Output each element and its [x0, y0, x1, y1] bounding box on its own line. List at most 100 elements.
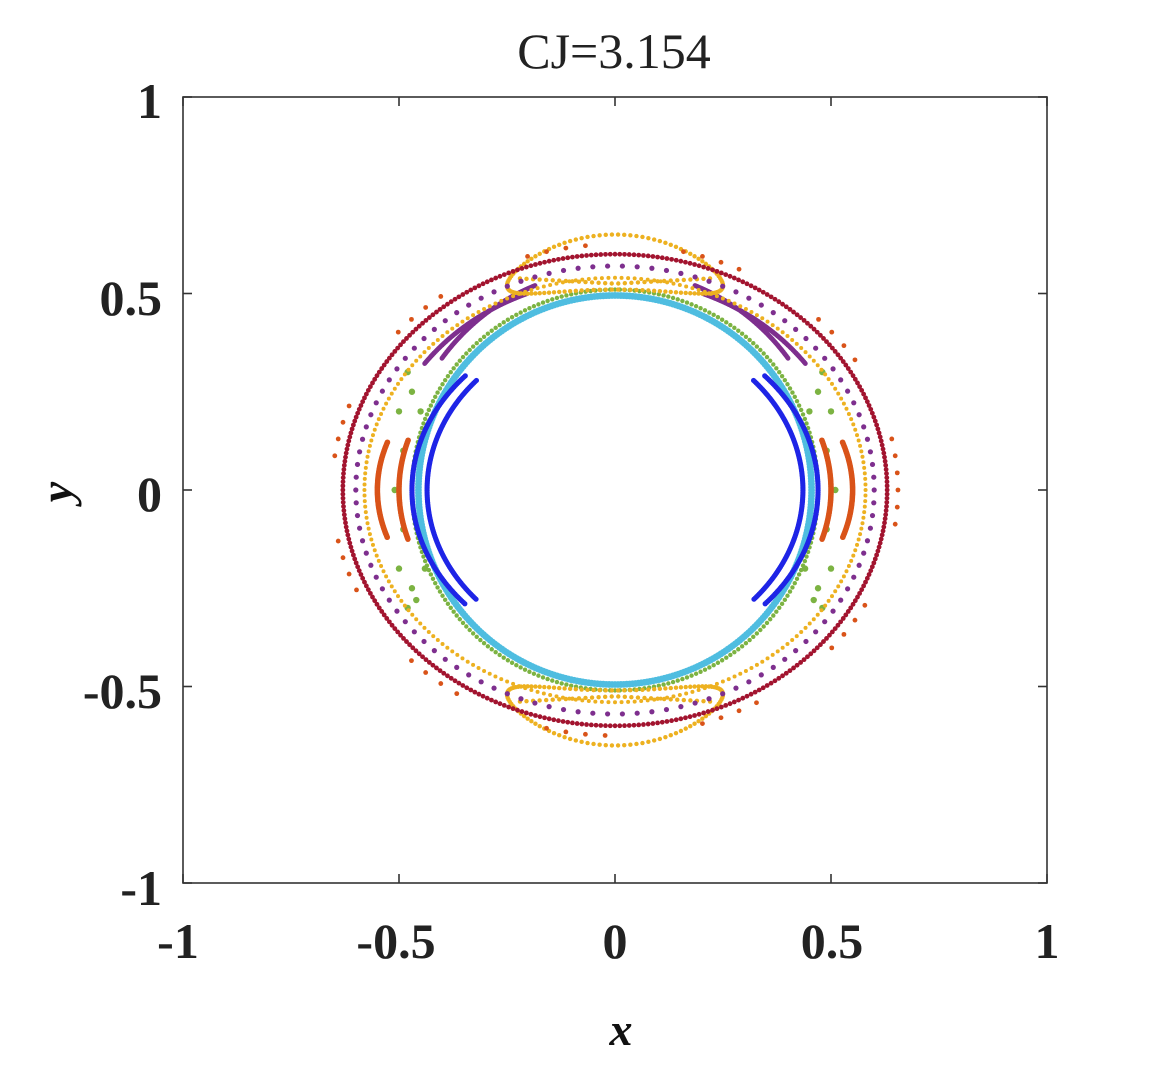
- orbit-point-series-6: [597, 287, 602, 292]
- orbit-point-series-8: [454, 310, 460, 316]
- orbit-point-series-1: [796, 403, 802, 408]
- orbit-point-series-9: [353, 560, 359, 566]
- orbit-point-series-6: [634, 687, 639, 693]
- orbit-point-series-6: [663, 734, 668, 740]
- orbit-point-series-7: [639, 699, 644, 704]
- orbit-point-series-9: [372, 598, 378, 604]
- orbit-point-series-8: [851, 400, 857, 406]
- orbit-point-series-7: [639, 276, 644, 281]
- orbit-point-series-1: [440, 382, 445, 387]
- orbit-point-series-7: [548, 692, 553, 697]
- orbit-point-series-8: [518, 278, 524, 284]
- orbit-point-series-1: [777, 369, 782, 375]
- orbit-point-series-9: [398, 342, 403, 348]
- orbit-point-series-6: [692, 721, 697, 726]
- orbit-point-series-8: [770, 664, 776, 670]
- orbit-point-series-7: [505, 296, 510, 301]
- orbit-point-series-8: [386, 597, 392, 603]
- orbit-point-series-1: [798, 407, 804, 413]
- orbit-point-series-1: [451, 366, 456, 371]
- orbit-point-series-9: [845, 609, 851, 614]
- orbit-point-series-2: [801, 565, 809, 572]
- orbit-point-series-1: [536, 302, 541, 307]
- orbit-point-series-7: [859, 526, 864, 531]
- orbit-point-series-7: [844, 406, 849, 411]
- orbit-point-series-9: [669, 718, 674, 724]
- orbit-point-series-7: [665, 695, 670, 700]
- orbit-point-series-9: [560, 719, 566, 724]
- orbit-point-series-6: [585, 234, 590, 240]
- orbit-point-series-4: [405, 536, 411, 542]
- orbit-point-series-9: [401, 339, 406, 345]
- orbit-point-series-1: [485, 644, 491, 649]
- orbit-point-series-9: [827, 342, 832, 348]
- orbit-point-series-1: [754, 631, 760, 636]
- orbit-point-series-10: [340, 419, 346, 425]
- orbit-point-series-7: [402, 372, 407, 377]
- orbit-point-series-1: [422, 416, 428, 422]
- orbit-point-series-8: [518, 696, 524, 702]
- orbit-point-series-8: [491, 289, 497, 295]
- orbit-point-series-7: [841, 401, 846, 406]
- orbit-point-series-9: [489, 697, 494, 703]
- orbit-point-series-1: [518, 310, 523, 315]
- orbit-point-series-9: [821, 336, 826, 341]
- orbit-point-series-6: [688, 684, 693, 689]
- orbit-point-series-9: [869, 410, 875, 416]
- orbit-point-series-9: [347, 540, 353, 546]
- orbit-point-series-4: [384, 534, 391, 541]
- orbit-point-series-9: [683, 259, 688, 265]
- orbit-point-series-6: [597, 742, 602, 747]
- orbit-point-series-9: [818, 642, 823, 648]
- orbit-point-series-1: [675, 297, 680, 302]
- orbit-point-series-7: [431, 341, 436, 346]
- orbit-point-series-1: [422, 558, 428, 564]
- orbit-point-series-9: [832, 349, 838, 354]
- orbit-point-series-1: [732, 649, 737, 655]
- orbit-point-series-7: [836, 391, 841, 396]
- orbit-point-series-1: [715, 315, 721, 320]
- orbit-point-series-9: [864, 399, 870, 405]
- orbit-point-series-6: [591, 741, 596, 747]
- orbit-point-series-7: [392, 589, 397, 594]
- orbit-point-series-10: [423, 305, 429, 310]
- orbit-point-series-9: [859, 387, 865, 393]
- orbit-point-series-8: [663, 267, 670, 274]
- orbit-point-series-9: [345, 532, 351, 538]
- orbit-point-series-10: [335, 436, 341, 442]
- orbit-point-series-9: [664, 719, 670, 724]
- orbit-point-series-8: [845, 388, 851, 394]
- orbit-point-series-1: [732, 325, 737, 331]
- orbit-point-series-6: [525, 259, 530, 264]
- orbit-point-series-9: [736, 697, 741, 703]
- orbit-point-series-1: [426, 407, 432, 413]
- orbit-point-series-1: [724, 655, 729, 660]
- orbit-point-series-9: [835, 352, 841, 358]
- orbit-point-series-6: [657, 686, 663, 692]
- orbit-point-series-2: [421, 565, 429, 572]
- orbit-point-series-6: [603, 688, 608, 693]
- orbit-point-series-9: [872, 556, 878, 562]
- orbit-point-series-6: [663, 240, 668, 246]
- orbit-point-series-7: [863, 499, 868, 504]
- orbit-point-series-7: [406, 367, 411, 372]
- orbit-point-series-1: [421, 554, 426, 559]
- orbit-point-series-8: [466, 672, 472, 678]
- orbit-point-series-9: [392, 349, 398, 354]
- orbit-point-series-9: [877, 540, 883, 546]
- orbit-point-series-9: [593, 722, 599, 728]
- orbit-point-series-4: [819, 536, 825, 542]
- orbit-point-series-9: [827, 632, 832, 638]
- orbit-point-series-9: [868, 568, 874, 574]
- orbit-point-series-6: [628, 287, 633, 292]
- orbit-point-series-9: [340, 475, 346, 481]
- orbit-point-series-2: [413, 596, 420, 604]
- orbit-point-series-7: [708, 684, 713, 689]
- orbit-point-series-10: [841, 631, 847, 637]
- orbit-point-series-1: [728, 322, 733, 328]
- orbit-point-series-1: [698, 306, 703, 311]
- orbit-point-series-9: [850, 601, 856, 607]
- orbit-point-series-7: [389, 391, 394, 396]
- orbit-point-series-7: [523, 289, 528, 294]
- orbit-point-series-6: [529, 256, 534, 261]
